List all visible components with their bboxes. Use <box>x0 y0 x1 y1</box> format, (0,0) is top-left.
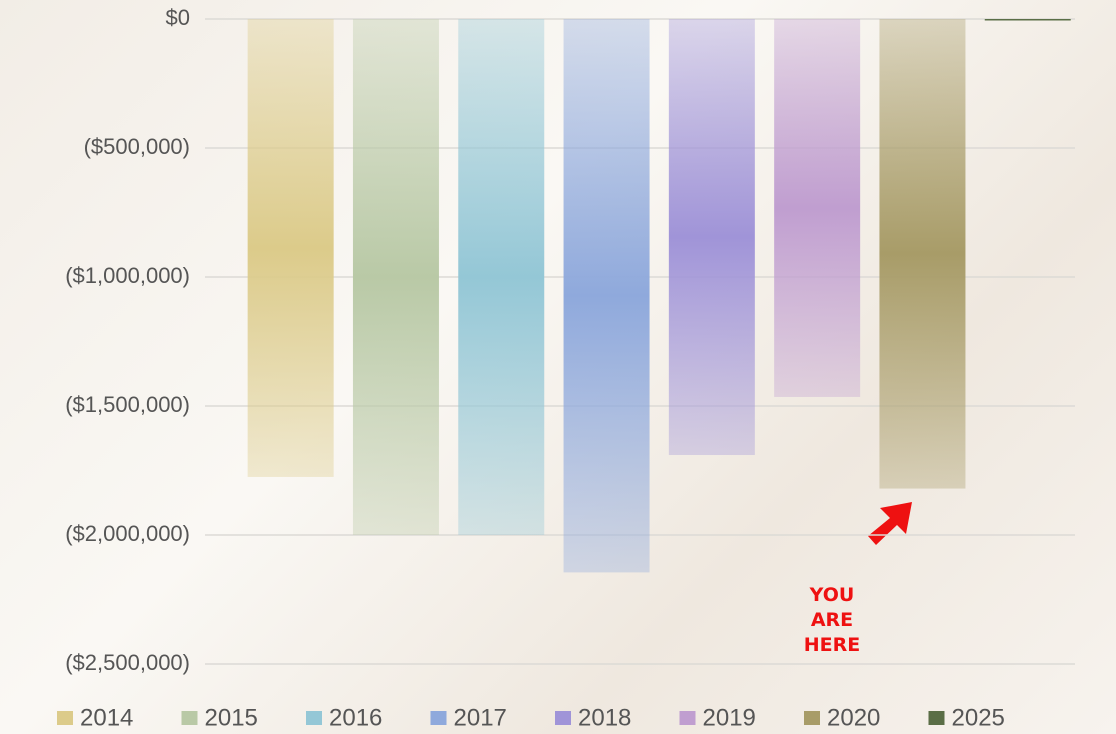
y-tick-label: ($1,000,000) <box>65 263 190 288</box>
legend-label: 2017 <box>454 704 507 731</box>
legend-swatch <box>679 711 696 725</box>
bar <box>668 19 755 456</box>
y-tick-label: ($2,000,000) <box>65 521 190 546</box>
legend-label: 2020 <box>827 704 880 731</box>
annotation: YOU ARE HERE <box>803 584 861 656</box>
legend-swatch <box>57 711 73 725</box>
bar <box>352 19 439 535</box>
legend-label: 2014 <box>80 704 133 731</box>
legend-swatch <box>928 711 945 725</box>
y-tick-label: ($500,000) <box>84 134 190 159</box>
legend-label: 2015 <box>205 704 258 731</box>
legend-swatch <box>555 711 571 725</box>
legend-label: 2016 <box>329 704 382 731</box>
legend-swatch <box>181 711 198 725</box>
bar <box>563 19 650 573</box>
legend-swatch <box>804 711 820 725</box>
legend-label: 2019 <box>703 704 756 731</box>
bar <box>774 19 861 397</box>
y-tick-label: ($2,500,000) <box>65 650 190 675</box>
bar <box>984 19 1071 21</box>
bar <box>458 19 545 535</box>
legend-label: 2025 <box>952 704 1005 731</box>
legend-label: 2018 <box>578 704 631 731</box>
legend-swatch <box>430 711 447 725</box>
y-tick-label: ($1,500,000) <box>65 392 190 417</box>
legend-swatch <box>306 711 322 725</box>
bar <box>879 19 966 489</box>
bar <box>247 19 334 477</box>
y-tick-label: $0 <box>166 5 190 30</box>
arrow <box>868 502 912 545</box>
